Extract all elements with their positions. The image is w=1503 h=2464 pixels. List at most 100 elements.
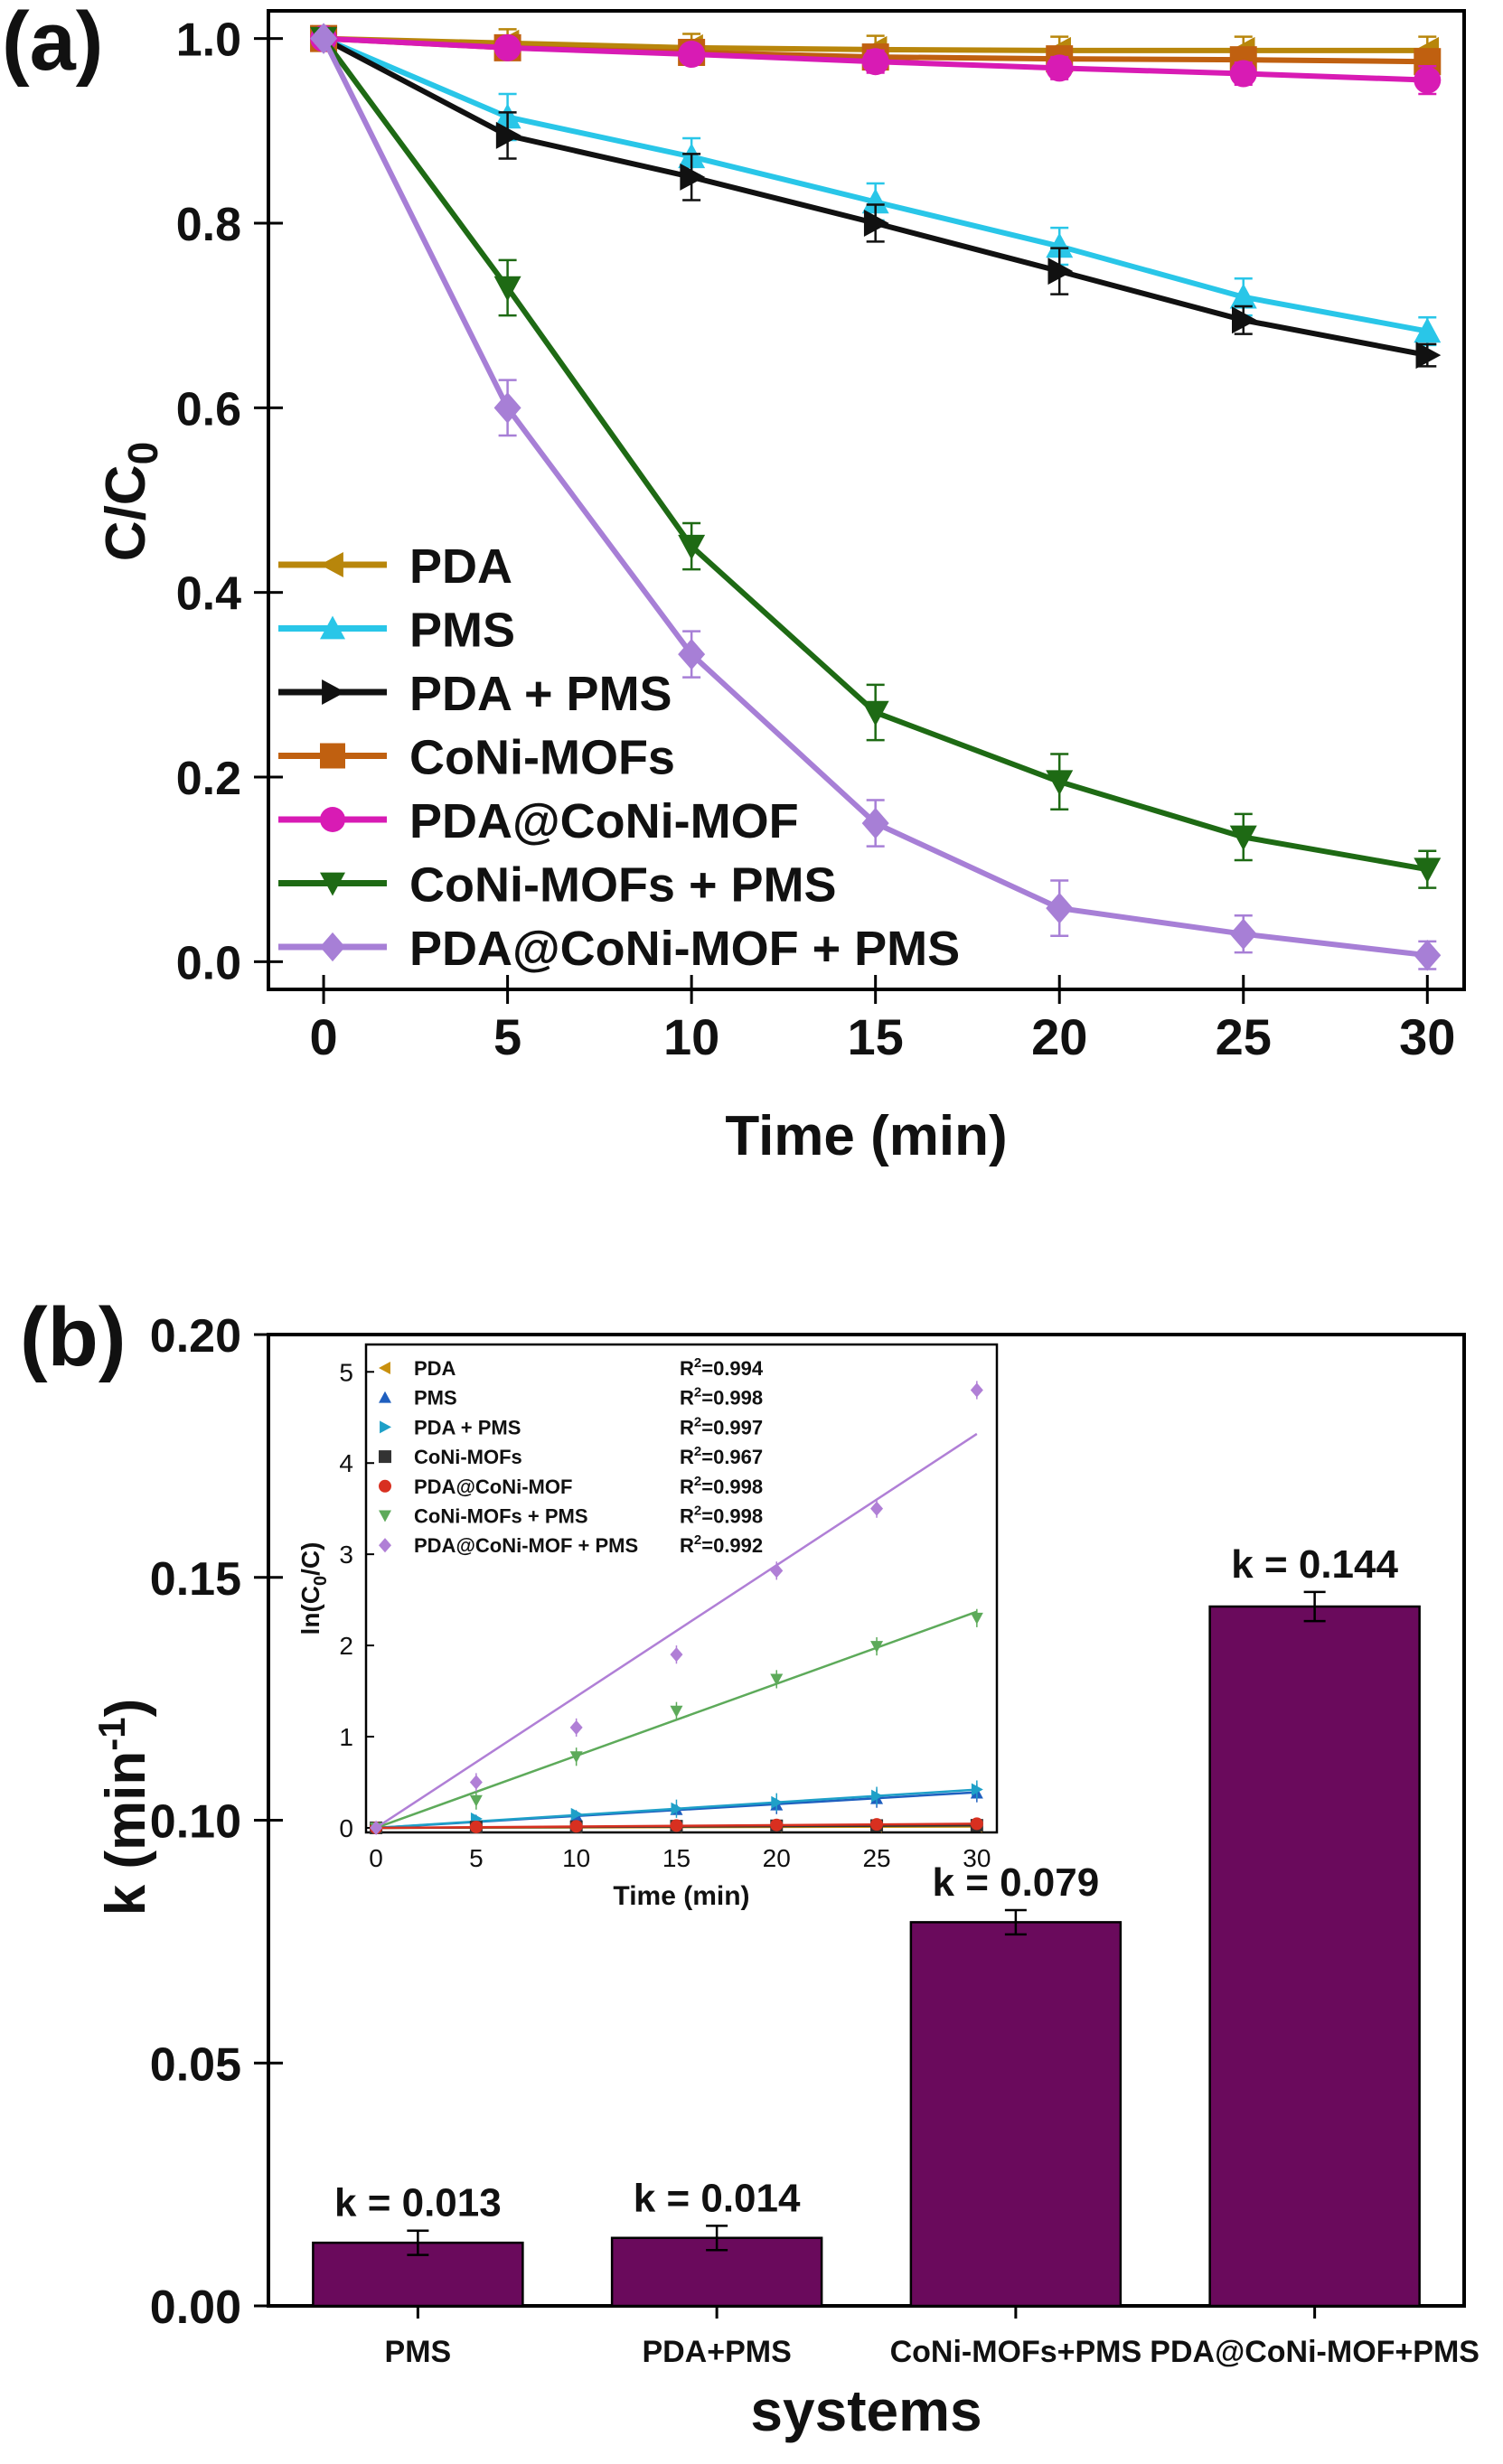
bar-data-label-0: k = 0.013	[334, 2181, 502, 2225]
inset-y-axis-title-end: /C)	[296, 1542, 324, 1576]
inset-r2-r-6: R	[680, 1534, 694, 1557]
inset-fit-line-6	[375, 1432, 978, 1829]
legend-marker-3	[320, 743, 345, 769]
inset-point-5-3	[670, 1705, 683, 1718]
inset-point-2-4	[771, 1795, 784, 1809]
inset-point-4-4	[770, 1818, 784, 1832]
inset-r2-sup-3: 2	[694, 1444, 701, 1459]
inset-point-2-3	[671, 1802, 683, 1815]
inset-series-6	[370, 1381, 983, 1836]
plot-frame	[267, 9, 1466, 991]
inset-r2-label-4: R2=0.998	[680, 1474, 763, 1498]
inset-legend-marker-0	[379, 1362, 390, 1374]
y-tick-label-4: 0.8	[176, 199, 241, 251]
legend-label-3: CoNi-MOFs	[409, 731, 675, 785]
bar-data-label-1: k = 0.014	[634, 2176, 801, 2220]
inset-legend-label-0: PDA	[414, 1357, 456, 1380]
inset-r2-value-6: =0.992	[701, 1534, 763, 1557]
inset-r2-sup-0: 2	[694, 1355, 701, 1371]
data-point-6-3	[861, 807, 889, 839]
data-point-4-2	[678, 41, 706, 69]
series-6	[310, 23, 1442, 971]
inset-legend-label-3: CoNi-MOFs	[414, 1446, 522, 1468]
inset-r2-sup-5: 2	[694, 1504, 701, 1519]
data-point-4-6	[1414, 66, 1442, 94]
inset-r2-value-3: =0.967	[701, 1446, 763, 1468]
inset-r2-sup-1: 2	[694, 1385, 701, 1401]
legend-label-5: CoNi-MOFs + PMS	[409, 858, 837, 913]
data-point-2-3	[863, 209, 889, 237]
inset-y-axis-title-main: ln(C	[296, 1586, 324, 1635]
inset-r2-r-1: R	[680, 1387, 694, 1410]
bar-y-axis-title: k (min-1)	[90, 1699, 157, 1916]
legend-label-1: PMS	[409, 604, 515, 658]
inset-point-2-6	[971, 1783, 983, 1796]
data-point-1-4	[1046, 232, 1074, 258]
inset-point-5-6	[970, 1612, 983, 1625]
bar-category-label-0: PMS	[385, 2335, 452, 2369]
inset-r2-sup-2: 2	[694, 1414, 701, 1429]
data-point-5-3	[861, 700, 889, 726]
inset-legend-label-2: PDA + PMS	[414, 1416, 521, 1438]
x-axis-title: Time (min)	[725, 1105, 1007, 1167]
bar-category-label-1: PDA+PMS	[642, 2335, 791, 2369]
data-point-4-5	[1229, 60, 1257, 88]
chart-a-degradation: 0 5 10 15 20 25 30 0.0 0.2 0.4 0.6 0.8 1.0 Time (min)…	[95, 9, 1466, 1167]
bar-3	[1208, 1605, 1421, 2308]
inset-legend-label-6: PDA@CoNi-MOF + PMS	[414, 1534, 638, 1557]
bar-y-tick-label-0: 0.00	[150, 2281, 241, 2334]
inset-x-tick-label-1: 5	[469, 1844, 484, 1872]
inset-legend-marker-2	[380, 1420, 391, 1434]
inset-y-tick-label-5: 5	[339, 1358, 353, 1386]
bar-y-axis-title-end: )	[95, 1699, 157, 1718]
inset-r2-label-0: R2=0.994	[680, 1355, 764, 1380]
inset-point-6-5	[870, 1501, 884, 1516]
inset-r2-label-3: R2=0.967	[680, 1444, 763, 1468]
data-point-2-5	[1232, 306, 1257, 334]
data-point-2-2	[680, 163, 706, 191]
inset-r2-r-2: R	[680, 1416, 694, 1438]
data-point-6-1	[493, 392, 521, 424]
data-point-2-1	[495, 121, 521, 149]
inset-point-4-5	[870, 1818, 884, 1832]
inset-point-6-2	[569, 1719, 583, 1735]
x-tick-label-5: 25	[1216, 1008, 1272, 1065]
x-tick-label-2: 10	[663, 1008, 719, 1065]
inset-y-tick-label-3: 3	[339, 1541, 353, 1569]
bar-data-label-2: k = 0.079	[933, 1860, 1100, 1905]
inset-legend-label-4: PDA@CoNi-MOF	[414, 1476, 572, 1498]
legend-marker-0	[320, 552, 343, 577]
inset-r2-value-1: =0.998	[701, 1387, 763, 1410]
y-tick-label-3: 0.6	[176, 383, 241, 436]
bar-2	[909, 1921, 1123, 2308]
x-tick-label-1: 5	[493, 1008, 521, 1065]
chart-b-rate-constants: 0.00 0.05 0.10 0.15 0.20 k = 0.013 PMS k = 0.01…	[90, 1310, 1480, 2443]
y-tick-label-0: 0.0	[176, 937, 241, 989]
legend-label-2: PDA + PMS	[409, 667, 672, 721]
inset-point-5-5	[870, 1641, 884, 1654]
data-point-6-2	[678, 638, 706, 670]
data-point-1-6	[1414, 317, 1442, 343]
panel-b-letter: (b)	[20, 1291, 127, 1383]
legend-label-0: PDA	[409, 539, 512, 594]
inset-x-tick-label-5: 25	[862, 1844, 890, 1872]
bar-y-tick-label-4: 0.20	[150, 1310, 241, 1363]
inset-r2-r-3: R	[680, 1446, 694, 1468]
bar-category-label-2: CoNi-MOFs+PMS	[890, 2335, 1142, 2369]
inset-point-4-3	[670, 1819, 683, 1832]
inset-x-tick-label-4: 20	[763, 1844, 791, 1872]
y-axis-title-sub: 0	[119, 442, 166, 465]
inset-legend-marker-6	[379, 1538, 391, 1553]
inset-point-6-6	[970, 1382, 983, 1398]
panel-a-letter: (a)	[2, 0, 104, 88]
x-tick-label-4: 20	[1031, 1008, 1087, 1065]
inset-frame	[364, 1343, 999, 1834]
y-axis-title: C/C0	[95, 442, 166, 561]
inset-y-tick-label-1: 1	[339, 1723, 353, 1751]
bar-x-axis-title: systems	[750, 2378, 982, 2443]
y-tick-label-5: 1.0	[176, 14, 241, 67]
inset-r2-label-2: R2=0.997	[680, 1414, 763, 1438]
inset-y-tick-label-0: 0	[339, 1814, 353, 1842]
inset-point-6-1	[469, 1775, 483, 1790]
